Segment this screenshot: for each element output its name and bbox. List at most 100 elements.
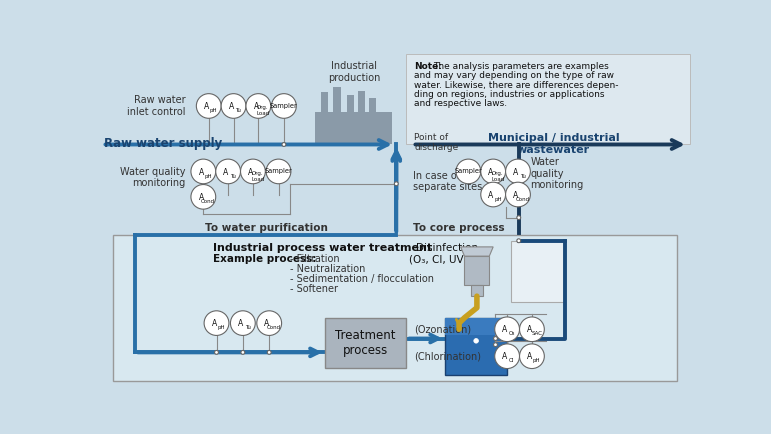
Circle shape — [282, 142, 286, 146]
Circle shape — [506, 182, 530, 207]
Text: O₃: O₃ — [509, 332, 515, 336]
Text: ding on regions, industries or applications: ding on regions, industries or applicati… — [414, 90, 604, 99]
Circle shape — [257, 311, 281, 335]
Text: Disinfection
(O₃, Cl, UV, ...): Disinfection (O₃, Cl, UV, ...) — [409, 243, 484, 265]
Circle shape — [520, 317, 544, 342]
Circle shape — [481, 182, 506, 207]
FancyBboxPatch shape — [359, 91, 365, 112]
Circle shape — [517, 239, 520, 243]
Text: Tu: Tu — [230, 174, 236, 179]
Text: A: A — [212, 319, 217, 328]
Text: A: A — [198, 168, 204, 177]
Circle shape — [271, 94, 296, 118]
Text: Industrial
production: Industrial production — [328, 61, 381, 83]
Text: A: A — [229, 102, 234, 111]
FancyBboxPatch shape — [445, 318, 507, 375]
Text: pH: pH — [533, 358, 540, 363]
Circle shape — [505, 337, 509, 340]
Circle shape — [191, 159, 216, 184]
Circle shape — [493, 343, 497, 347]
Text: Cl: Cl — [509, 358, 514, 363]
Circle shape — [231, 311, 255, 335]
Circle shape — [241, 351, 244, 354]
Circle shape — [266, 159, 291, 184]
Text: A: A — [513, 191, 518, 200]
Circle shape — [520, 344, 544, 368]
Text: A: A — [527, 326, 532, 334]
Text: Water quality
monitoring: Water quality monitoring — [120, 167, 186, 188]
Text: A: A — [248, 168, 254, 177]
Circle shape — [517, 216, 520, 220]
Text: and may vary depending on the type of raw: and may vary depending on the type of ra… — [414, 71, 614, 80]
Text: Cond: Cond — [267, 326, 281, 330]
Text: A: A — [502, 352, 507, 362]
FancyBboxPatch shape — [406, 54, 690, 145]
FancyBboxPatch shape — [347, 95, 354, 112]
Circle shape — [493, 337, 497, 340]
Circle shape — [495, 317, 520, 342]
FancyBboxPatch shape — [96, 52, 694, 386]
Text: A: A — [198, 193, 204, 202]
Circle shape — [204, 311, 229, 335]
Text: A: A — [224, 168, 228, 177]
Text: - Sedimentation / flocculation: - Sedimentation / flocculation — [290, 274, 434, 284]
Text: Org.
Load: Org. Load — [491, 171, 504, 181]
Text: pH: pH — [204, 174, 212, 179]
Text: Point of
discharge: Point of discharge — [414, 133, 459, 152]
FancyBboxPatch shape — [445, 318, 507, 335]
FancyBboxPatch shape — [333, 87, 341, 112]
Text: Tu: Tu — [235, 108, 241, 113]
Text: Raw water supply: Raw water supply — [104, 137, 222, 150]
Circle shape — [246, 94, 271, 118]
Text: Note:: Note: — [414, 62, 442, 71]
Text: Org.
Load: Org. Load — [257, 105, 270, 116]
Circle shape — [241, 159, 265, 184]
Circle shape — [456, 159, 481, 184]
Text: SAC: SAC — [531, 332, 542, 336]
Polygon shape — [460, 247, 493, 256]
Circle shape — [214, 351, 218, 354]
Text: To core process: To core process — [412, 223, 504, 233]
Circle shape — [216, 159, 241, 184]
FancyBboxPatch shape — [471, 286, 483, 296]
FancyBboxPatch shape — [322, 92, 328, 112]
FancyBboxPatch shape — [369, 98, 376, 112]
Text: A: A — [204, 102, 209, 111]
Circle shape — [221, 94, 246, 118]
Text: Org.
Load: Org. Load — [251, 171, 264, 181]
Text: Treatment
process: Treatment process — [335, 329, 396, 357]
Text: A: A — [488, 191, 493, 200]
Text: pH: pH — [210, 108, 217, 113]
Text: Raw water
inlet control: Raw water inlet control — [127, 95, 186, 117]
Text: Industrial process water treatment: Industrial process water treatment — [213, 243, 432, 253]
Text: Water
quality
monitoring: Water quality monitoring — [530, 157, 584, 191]
Circle shape — [197, 94, 221, 118]
FancyBboxPatch shape — [315, 112, 392, 145]
Circle shape — [506, 159, 530, 184]
Text: water. Likewise, there are differences depen-: water. Likewise, there are differences d… — [414, 81, 618, 89]
Text: Sampler: Sampler — [270, 103, 298, 109]
Text: pH: pH — [494, 197, 502, 202]
Text: Sampler: Sampler — [454, 168, 482, 174]
Text: A: A — [527, 352, 532, 362]
Text: (Chlorination): (Chlorination) — [414, 351, 481, 361]
Circle shape — [481, 159, 506, 184]
Text: In case of
separate sites: In case of separate sites — [412, 171, 482, 192]
Text: A: A — [254, 102, 259, 111]
FancyBboxPatch shape — [464, 256, 490, 286]
Text: A: A — [264, 319, 270, 328]
Text: The analysis parameters are examples: The analysis parameters are examples — [433, 62, 608, 71]
Text: Tu: Tu — [520, 174, 526, 179]
Text: - Filtration: - Filtration — [290, 254, 340, 264]
Text: A: A — [513, 168, 518, 177]
Text: and respective laws.: and respective laws. — [414, 99, 507, 108]
Text: A: A — [502, 326, 507, 334]
Text: pH: pH — [217, 326, 225, 330]
Circle shape — [191, 184, 216, 209]
Text: A: A — [238, 319, 243, 328]
Text: Sampler: Sampler — [264, 168, 292, 174]
Text: Example process:: Example process: — [213, 254, 316, 264]
Text: To water purification: To water purification — [205, 223, 328, 233]
FancyBboxPatch shape — [113, 234, 677, 381]
Circle shape — [394, 182, 399, 186]
